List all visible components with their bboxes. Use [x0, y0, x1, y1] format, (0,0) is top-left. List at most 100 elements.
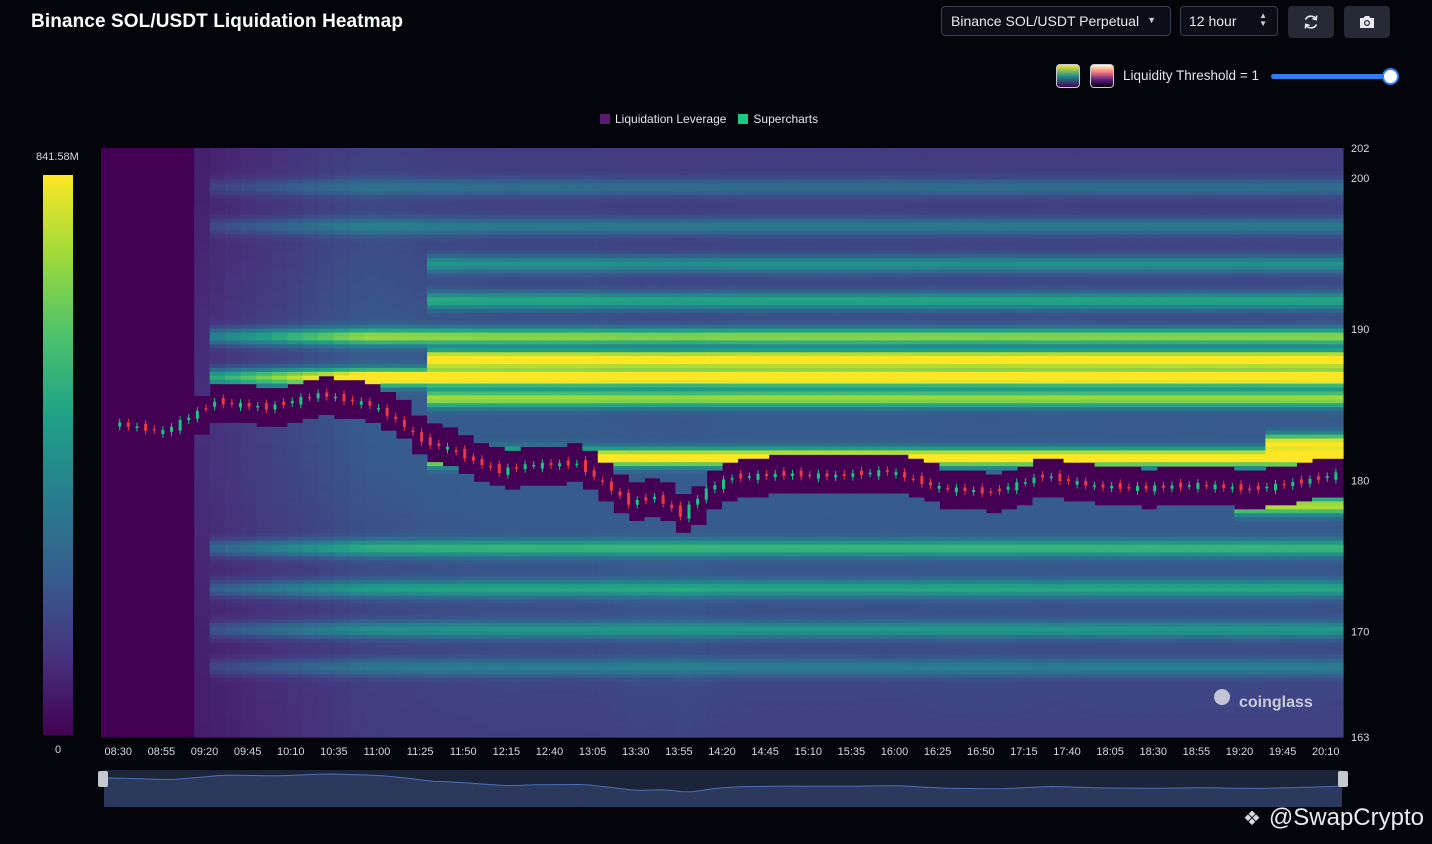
heatmap-cell — [520, 501, 537, 506]
heatmap-cell — [722, 320, 739, 326]
heatmap-cell — [411, 454, 428, 459]
legend-item-supercharts[interactable]: Supercharts — [738, 112, 818, 126]
heatmap-cell — [613, 246, 630, 251]
heatmap-cell — [582, 501, 599, 506]
heatmap-cell — [737, 218, 754, 224]
heatmap-cell — [597, 340, 614, 345]
threshold-slider-handle[interactable] — [1382, 68, 1399, 85]
heatmap-cell — [225, 203, 242, 208]
heatmap-cell — [597, 242, 614, 247]
heatmap-cell — [597, 324, 614, 330]
heatmap-cell — [722, 705, 739, 711]
heatmap-cell — [349, 619, 366, 624]
heatmap-cell — [722, 195, 739, 200]
heatmap-cell — [256, 206, 273, 212]
market-select[interactable]: Binance SOL/USDT Perpetual ▼ — [941, 6, 1171, 36]
heatmap-cell — [271, 666, 288, 671]
heatmap-cell — [706, 395, 723, 400]
heatmap-cell — [659, 328, 676, 334]
heatmap-cell — [349, 246, 366, 251]
heatmap-cell — [333, 509, 350, 514]
heatmap-cell — [706, 430, 723, 436]
heatmap-cell — [597, 159, 614, 165]
heatmap-cell — [489, 148, 506, 153]
heatmap-cell — [706, 697, 723, 703]
heatmap-cell — [535, 678, 552, 683]
heatmap-cell — [209, 686, 226, 691]
heatmap-cell — [271, 316, 288, 322]
legend-item-liquidation-leverage[interactable]: Liquidation Leverage — [600, 112, 726, 126]
heatmap-cell — [706, 552, 723, 557]
heatmap-cell — [333, 627, 350, 632]
heatmap-cell — [287, 650, 304, 656]
heatmap-cell — [411, 525, 428, 530]
heatmap-cell — [613, 387, 630, 392]
heatmap-cell — [458, 709, 475, 714]
screenshot-button[interactable] — [1344, 6, 1390, 38]
heatmap-cell — [442, 682, 459, 687]
heatmap-cell — [396, 528, 413, 534]
heatmap-cell — [628, 450, 645, 455]
heatmap-cell — [659, 426, 676, 432]
heatmap-cell — [349, 477, 366, 483]
heatmap-cell — [225, 579, 242, 585]
heatmap-cell — [287, 556, 304, 561]
heatmap-cell — [442, 281, 459, 286]
heatmap-cell — [411, 360, 428, 365]
heatmap-cell — [535, 175, 552, 180]
heatmap-cell — [551, 183, 568, 188]
heatmap-cell — [628, 693, 645, 699]
magma-palette-swatch[interactable] — [1090, 64, 1114, 88]
heatmap-cell — [582, 442, 599, 447]
heatmap-cell — [225, 576, 242, 581]
heatmap-cell — [504, 611, 521, 616]
heatmap-cell — [551, 572, 568, 577]
heatmap-cell — [427, 709, 444, 714]
heatmap-cell — [597, 450, 614, 455]
heatmap-cell — [209, 505, 226, 510]
heatmap-cell — [504, 387, 521, 392]
heatmap-cell — [706, 599, 723, 605]
heatmap-cell — [551, 587, 568, 593]
heatmap-cell — [520, 713, 537, 718]
heatmap-cell — [706, 320, 723, 326]
time-range-select[interactable]: 12 hour ▲ ▼ — [1180, 6, 1278, 36]
heatmap-cell — [535, 497, 552, 502]
heatmap-cell — [287, 179, 304, 184]
heatmap-cell — [380, 709, 397, 714]
heatmap-cell — [489, 497, 506, 502]
heatmap-cell — [628, 536, 645, 542]
heatmap-cell — [209, 324, 226, 330]
heatmap-cell — [256, 473, 273, 479]
heatmap-cell — [644, 564, 661, 569]
heatmap-cell — [256, 686, 273, 691]
heatmap-cell — [737, 320, 754, 326]
heatmap-cell — [675, 634, 692, 640]
heatmap-cell — [380, 564, 397, 569]
heatmap-cell — [722, 536, 739, 542]
heatmap-cell — [302, 230, 319, 235]
threshold-slider-track[interactable] — [1271, 74, 1392, 79]
heatmap-cell — [504, 332, 521, 338]
heatmap-cell — [396, 289, 413, 294]
heatmap-cell — [411, 195, 428, 200]
heatmap-cell — [225, 222, 242, 228]
viridis-palette-swatch[interactable] — [1056, 64, 1080, 88]
heatmap-cell — [659, 254, 676, 259]
heatmap-cell — [535, 717, 552, 722]
heatmap-cell — [380, 324, 397, 330]
heatmap-cell — [271, 473, 288, 479]
heatmap-cell — [675, 187, 692, 192]
heatmap-cell — [349, 552, 366, 557]
refresh-button[interactable] — [1288, 6, 1334, 38]
heatmap-cell — [551, 603, 568, 608]
heatmap-cell — [473, 642, 490, 648]
heatmap-cell — [318, 265, 335, 271]
heatmap-cell — [597, 269, 614, 275]
heatmap-cell — [597, 418, 614, 424]
heatmap-cell — [427, 485, 444, 491]
heatmap-cell — [659, 564, 676, 569]
heatmap-cell — [240, 670, 257, 675]
heatmap-cell — [442, 371, 459, 377]
heatmap-cell — [256, 489, 273, 495]
